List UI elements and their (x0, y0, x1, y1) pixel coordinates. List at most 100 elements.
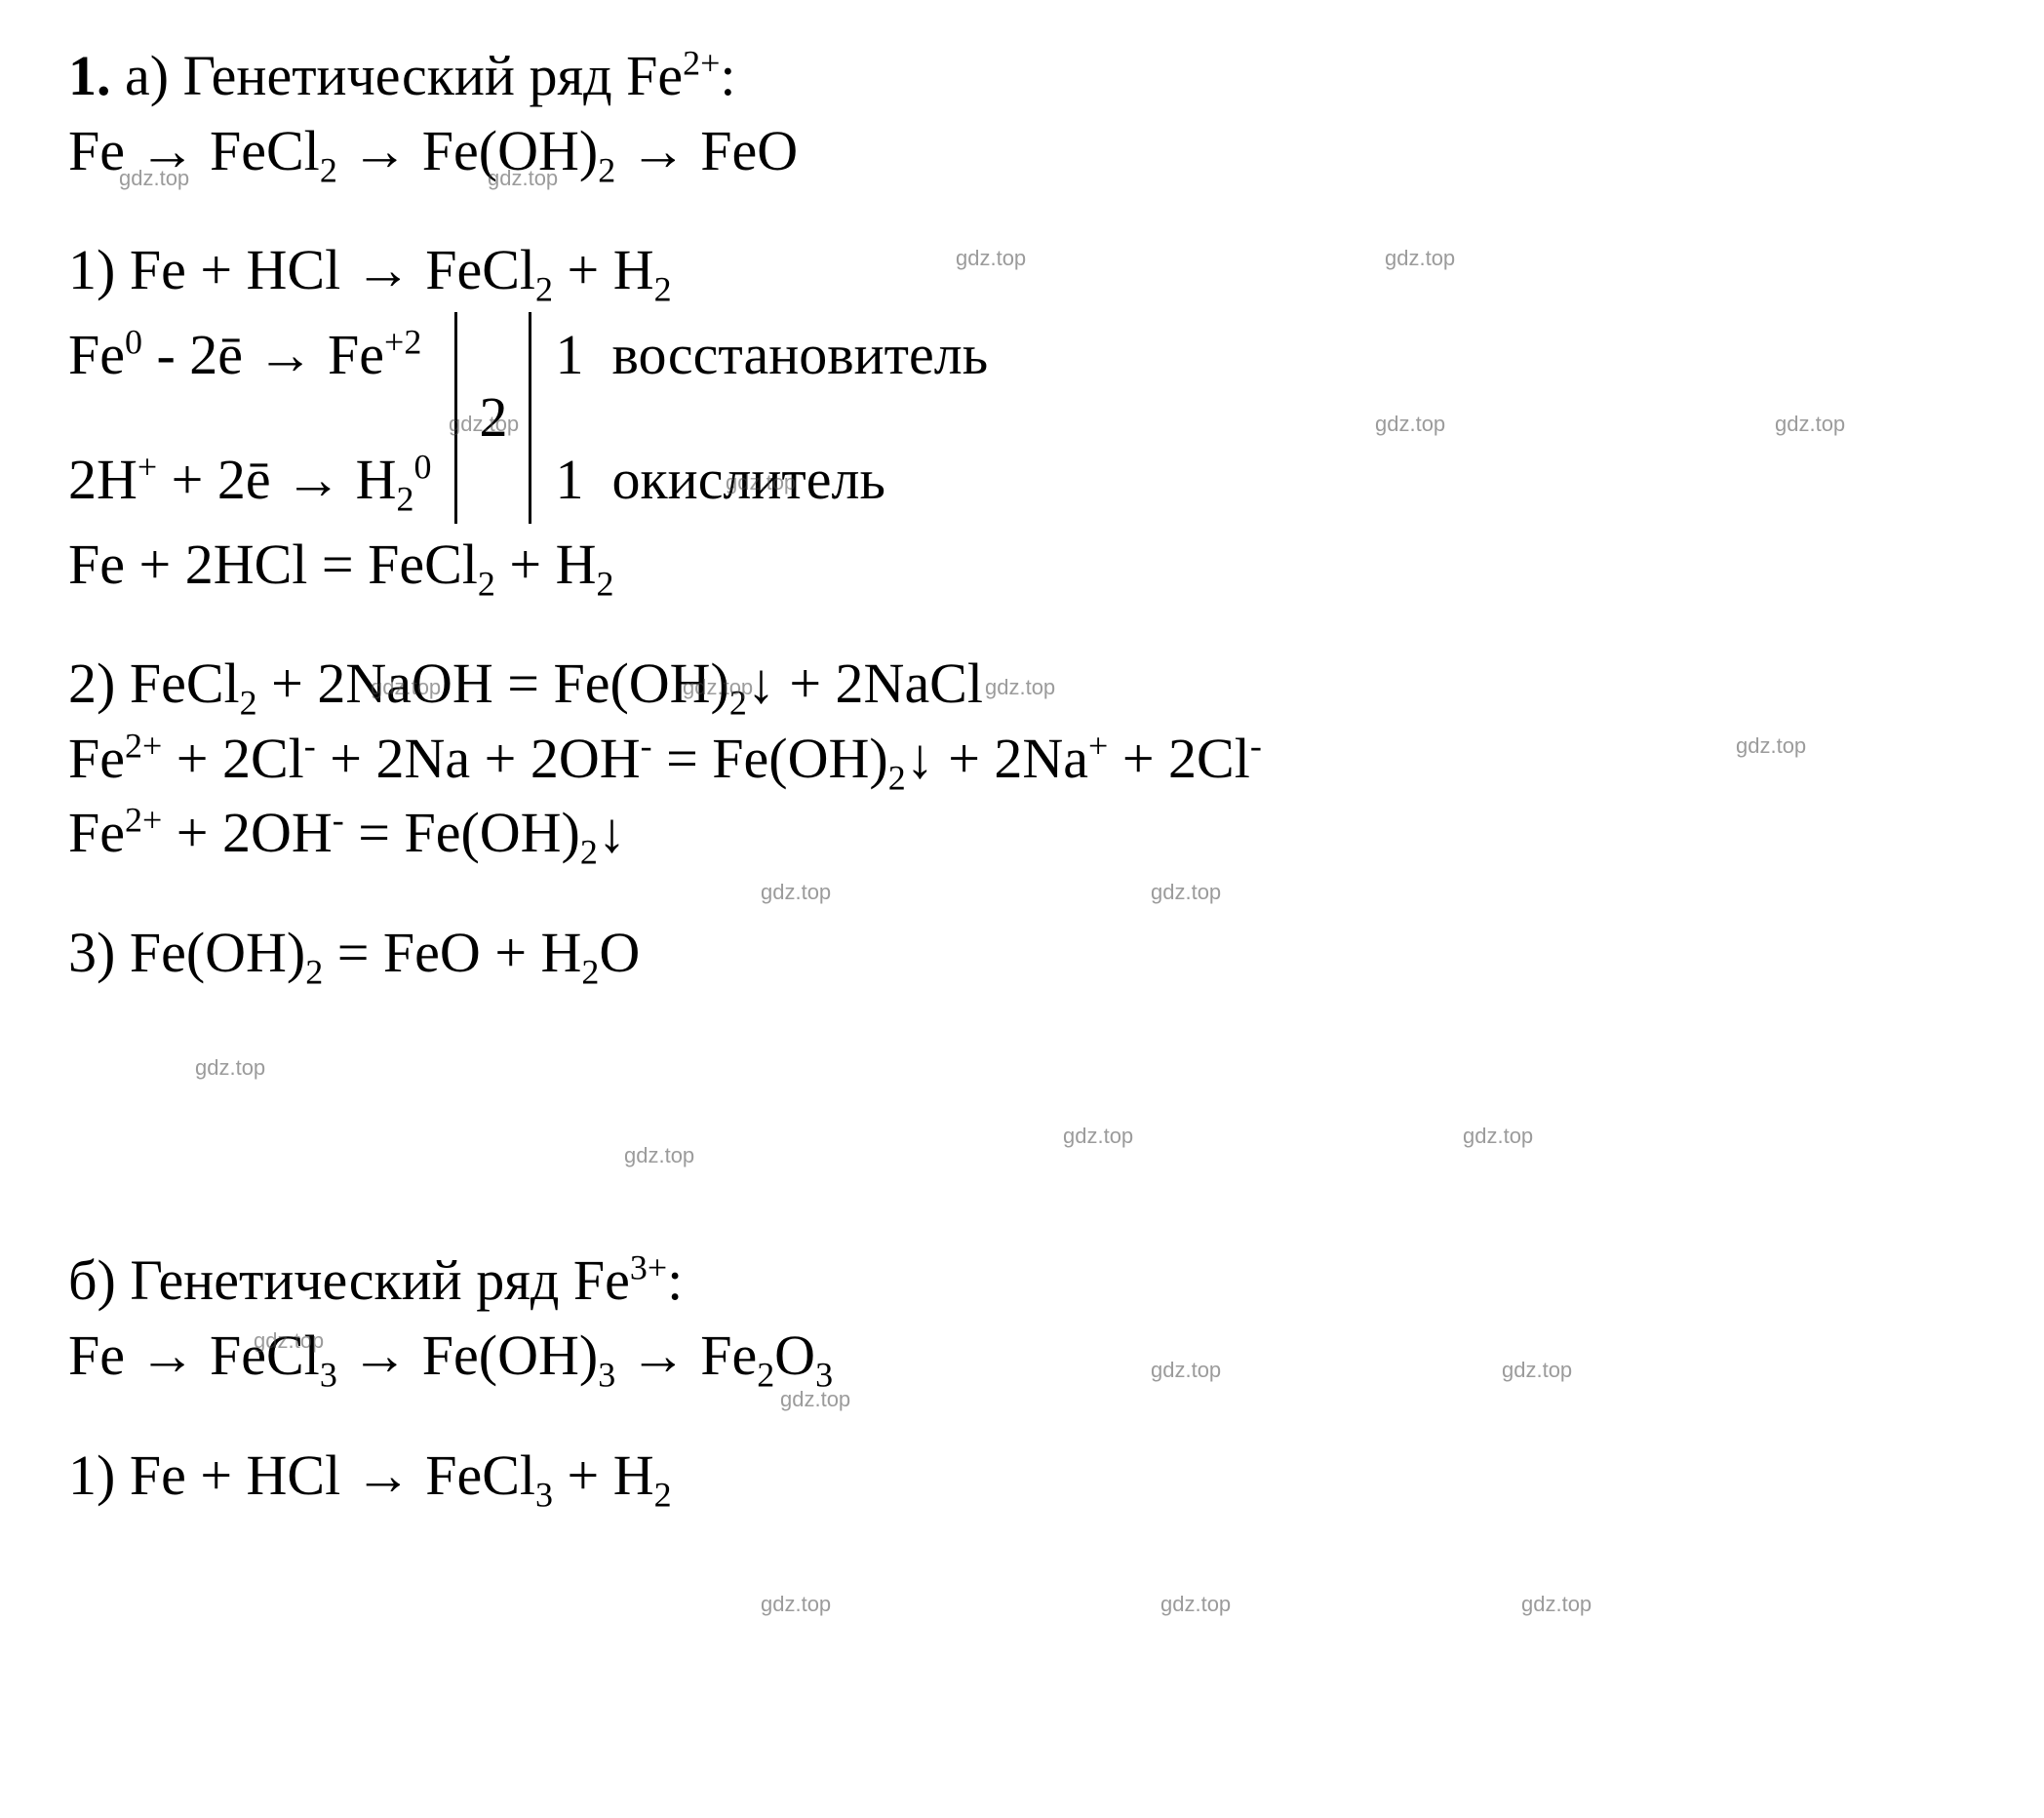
r2c: ↓ + 2NaCl (747, 652, 983, 715)
rxn-b1-line: 1) Fe + HCl → FeCl3 + H2 (68, 1439, 1976, 1514)
watermark: gdz.top (1521, 1590, 1592, 1618)
in-b: + 2OH (162, 801, 332, 864)
part-a-label: а) (125, 44, 169, 107)
chain-a-s3-sub: 2 (598, 150, 615, 189)
rb1-c-sub: 2 (654, 1475, 672, 1514)
bal-pre: Fe + 2HCl = FeCl (68, 533, 478, 596)
chain-b: Fe → FeCl3 → Fe(OH)3 → Fe2O3 (68, 1319, 1976, 1394)
if-c-sup: - (641, 727, 652, 766)
header-line: 1. а) Генетический ряд Fe2+: (68, 39, 1976, 114)
colon-a: : (720, 44, 735, 107)
half-reactions: Fe0 - 2ē → Fe+2 2H+ + 2ē → H20 (68, 312, 449, 524)
chain-a-s2: FeCl (210, 119, 320, 182)
if-b-sup: - (304, 727, 316, 766)
bal-sub2: 2 (597, 564, 614, 603)
if-e: ↓ + 2Na (906, 727, 1088, 790)
rb1-b-sub: 3 (535, 1475, 553, 1514)
h1-pre: Fe (68, 323, 125, 386)
rxn1-p1-sub: 2 (535, 270, 553, 309)
h2-sub2: 2 (397, 480, 414, 519)
bal-sub1: 2 (478, 564, 495, 603)
vbar-icon (529, 312, 531, 524)
rxn1-lhs: Fe + HCl (130, 238, 340, 301)
watermark: gdz.top (1160, 1590, 1231, 1618)
arrow-icon: → (355, 238, 412, 301)
if-a: Fe (68, 727, 125, 790)
in-b-sup: - (333, 801, 344, 840)
arrow-icon: → (351, 119, 408, 182)
mult-val: 2 (479, 380, 507, 455)
in-c: = Fe(OH) (344, 801, 580, 864)
cb-s2: FeCl (210, 1324, 320, 1387)
r3c: O (599, 921, 640, 984)
rxn1-p1: FeCl (425, 238, 535, 301)
cb-s4-mid: O (774, 1324, 815, 1387)
cb-s3: Fe(OH) (422, 1324, 598, 1387)
rxn1-plus: + H (553, 238, 654, 301)
arrow-icon: → (351, 1324, 408, 1387)
roles: 1 восстановитель 1 окислитель (537, 312, 988, 524)
part-b-sup: 3+ (630, 1248, 667, 1287)
part-b-colon: : (667, 1248, 683, 1312)
problem-number: 1. (68, 44, 111, 107)
rb1-a: Fe + HCl (130, 1443, 340, 1507)
in-d: ↓ (598, 801, 626, 864)
rxn1-balanced: Fe + 2HCl = FeCl2 + H2 (68, 528, 1976, 603)
title-a: Генетический ряд Fe (183, 44, 684, 107)
multiplier: 2 (463, 312, 523, 524)
bal-mid: + H (495, 533, 597, 596)
arrow-icon: → (630, 1324, 687, 1387)
vbar-icon (454, 312, 457, 524)
chain-a: Fe → FeCl2 → Fe(OH)2 → FeO (68, 114, 1976, 189)
electron-balance: Fe0 - 2ē → Fe+2 2H+ + 2ē → H20 2 1 восст… (68, 312, 1976, 524)
rb1-label: 1) (68, 1443, 115, 1507)
h1-sup2: +2 (384, 322, 421, 361)
part-b-title: Генетический ряд Fe (130, 1248, 630, 1312)
if-a-sup: 2+ (125, 727, 162, 766)
if-d-sub: 2 (888, 758, 906, 797)
if-f: + 2Cl (1108, 727, 1250, 790)
if-b: + 2Cl (162, 727, 304, 790)
chain-a-s1: Fe (68, 119, 125, 182)
chain-a-s3: Fe(OH) (422, 119, 598, 182)
arrow-icon: → (355, 1443, 412, 1507)
role-2: 1 окислитель (555, 437, 988, 524)
in-a: Fe (68, 801, 125, 864)
r3a: Fe(OH) (130, 921, 305, 984)
r3a-sub: 2 (305, 953, 323, 992)
rxn3-line: 3) Fe(OH)2 = FeO + H2O (68, 916, 1976, 991)
arrow-icon: → (139, 119, 196, 182)
if-c: + 2Na + 2OH (316, 727, 641, 790)
cb-s4-sub1: 2 (757, 1356, 774, 1395)
rxn1-line: 1) Fe + HCl → FeCl2 + H2 (68, 233, 1976, 308)
arrow-icon: → (139, 1324, 196, 1387)
h2-sup0: 0 (414, 448, 432, 487)
r2b-sub: 2 (729, 684, 747, 723)
r3b: = FeO + H (323, 921, 581, 984)
arrow-icon: → (630, 119, 687, 182)
cb-s4: Fe (700, 1324, 757, 1387)
rxn3-label: 3) (68, 921, 115, 984)
h2-pre: 2H (68, 448, 138, 511)
rxn2-line1: 2) FeCl2 + 2NaOH = Fe(OH)2↓ + 2NaCl (68, 647, 1976, 722)
cb-s2-sub: 3 (320, 1356, 337, 1395)
rxn2-ionic-net: Fe2+ + 2OH- = Fe(OH)2↓ (68, 796, 1976, 871)
chain-a-s4: FeO (700, 119, 798, 182)
rxn2-ionic-full: Fe2+ + 2Cl- + 2Na + 2OH- = Fe(OH)2↓ + 2N… (68, 722, 1976, 797)
if-d: = Fe(OH) (652, 727, 888, 790)
if-f-sup: - (1250, 727, 1262, 766)
chain-a-s2-sub: 2 (320, 150, 337, 189)
coef2: 1 (555, 448, 583, 511)
half-rxn-2: 2H+ + 2ē → H20 (68, 437, 431, 524)
in-a-sup: 2+ (125, 801, 162, 840)
role-1: 1 восстановитель (555, 312, 988, 399)
part-b-header: б) Генетический ряд Fe3+: (68, 1244, 1976, 1319)
coef1: 1 (555, 323, 583, 386)
h1-sup0: 0 (125, 322, 142, 361)
h2-mid: + 2ē → H (157, 448, 396, 511)
rb1-b: FeCl (425, 1443, 535, 1507)
r2a: FeCl (130, 652, 240, 715)
watermark: gdz.top (761, 1590, 831, 1618)
rxn1-label: 1) (68, 238, 115, 301)
h2-supP: + (138, 448, 157, 487)
